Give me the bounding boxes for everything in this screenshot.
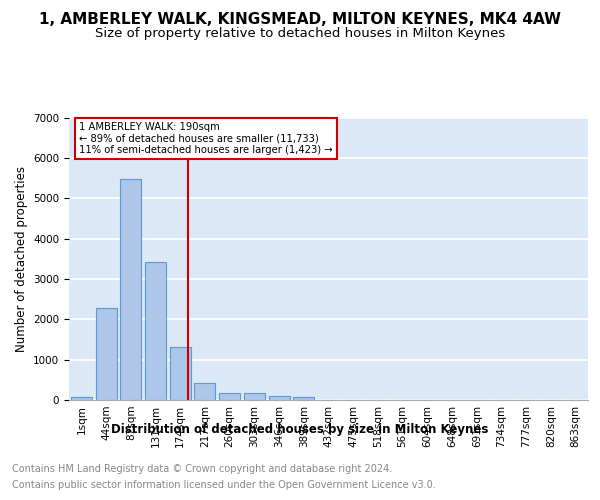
Bar bbox=[219, 392, 240, 400]
Bar bbox=[120, 179, 141, 400]
Bar bbox=[95, 308, 116, 400]
Text: Contains HM Land Registry data © Crown copyright and database right 2024.: Contains HM Land Registry data © Crown c… bbox=[12, 464, 392, 474]
Bar bbox=[145, 262, 166, 400]
Text: 1 AMBERLEY WALK: 190sqm
← 89% of detached houses are smaller (11,733)
11% of sem: 1 AMBERLEY WALK: 190sqm ← 89% of detache… bbox=[79, 122, 333, 155]
Bar bbox=[293, 398, 314, 400]
Bar bbox=[170, 347, 191, 400]
Bar bbox=[194, 382, 215, 400]
Text: Contains public sector information licensed under the Open Government Licence v3: Contains public sector information licen… bbox=[12, 480, 436, 490]
Bar bbox=[71, 397, 92, 400]
Y-axis label: Number of detached properties: Number of detached properties bbox=[14, 166, 28, 352]
Bar bbox=[269, 396, 290, 400]
Text: 1, AMBERLEY WALK, KINGSMEAD, MILTON KEYNES, MK4 4AW: 1, AMBERLEY WALK, KINGSMEAD, MILTON KEYN… bbox=[39, 12, 561, 28]
Text: Size of property relative to detached houses in Milton Keynes: Size of property relative to detached ho… bbox=[95, 28, 505, 40]
Text: Distribution of detached houses by size in Milton Keynes: Distribution of detached houses by size … bbox=[112, 422, 488, 436]
Bar bbox=[244, 393, 265, 400]
